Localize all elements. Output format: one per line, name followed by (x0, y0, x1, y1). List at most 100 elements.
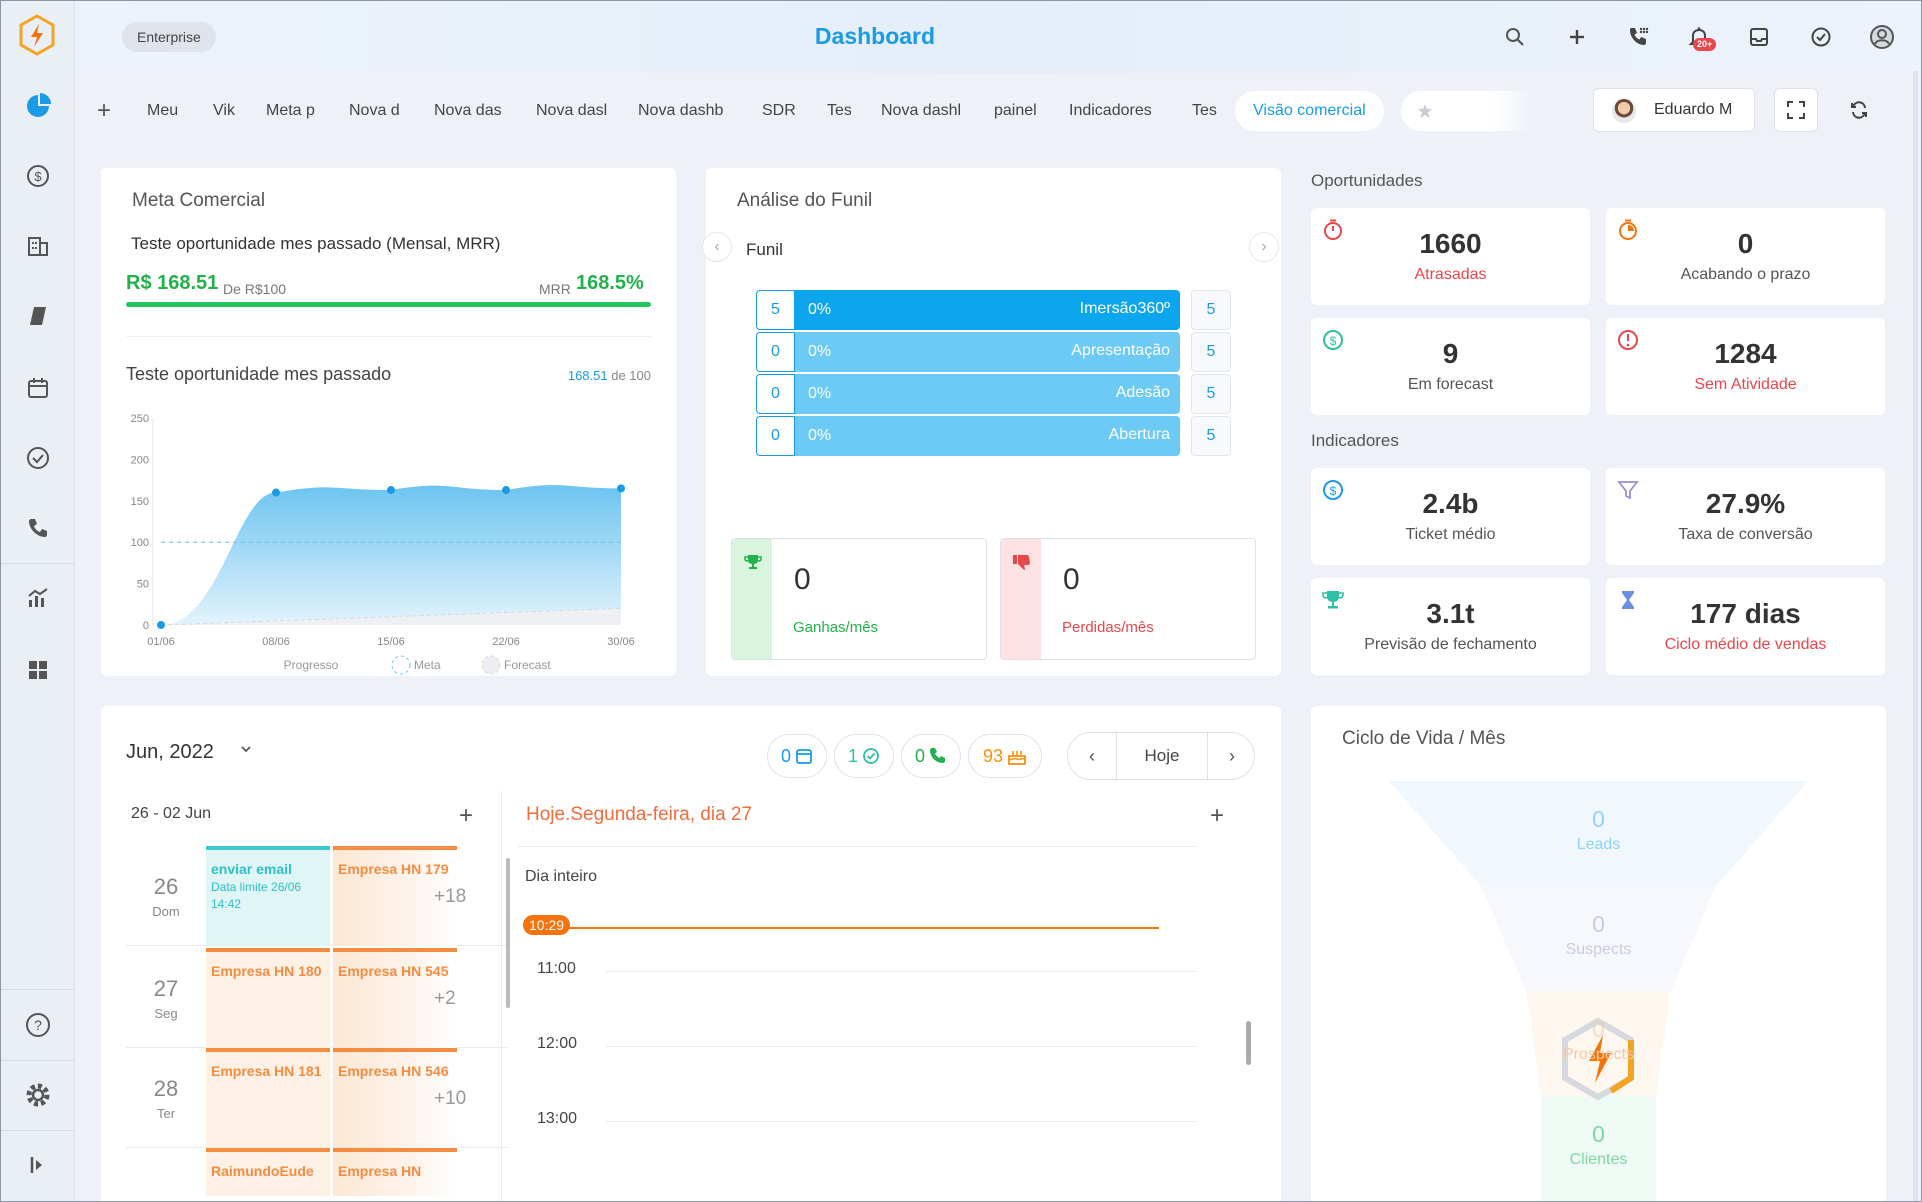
inbox-icon[interactable] (1745, 23, 1773, 51)
user-profile-icon[interactable] (1868, 23, 1896, 51)
tab-item[interactable]: Nova dashl (881, 102, 962, 119)
tasks-count-pill[interactable]: 0 (767, 734, 827, 778)
birthdays-count-pill[interactable]: 93 (968, 734, 1042, 778)
settings-gear-icon[interactable] (23, 1080, 53, 1110)
event-title: Empresa HN 545 (338, 963, 449, 979)
kpi-em-forecast[interactable]: $ 9 Em forecast (1311, 318, 1590, 415)
indicadores-title: Indicadores (1311, 431, 1399, 450)
event-card[interactable]: Empresa HN 545 (333, 948, 457, 1048)
prev-week-button[interactable]: ‹ (1089, 745, 1095, 766)
funnel-stage-row[interactable]: 0 0% Adesão 5 (756, 374, 1231, 414)
funnel-stage-row[interactable]: 0 0% Apresentação 5 (756, 332, 1231, 372)
add-week-event-button[interactable]: + (459, 802, 474, 829)
stage-name: Imersão360º (1079, 300, 1170, 317)
event-card[interactable]: Empresa HN 179 (333, 846, 457, 946)
expand-sidebar-icon[interactable] (23, 1150, 53, 1180)
event-card[interactable]: Empresa HN 180 (206, 948, 330, 1048)
kpi-ciclo-medio[interactable]: 177 dias Ciclo médio de vendas (1606, 578, 1885, 675)
help-icon[interactable]: ? (23, 1010, 53, 1040)
funnel-stage-row[interactable]: 5 0% Imersão360º 5 (756, 290, 1231, 330)
funnel-next-button[interactable]: › (1249, 232, 1279, 262)
tab-item[interactable]: Meu (147, 102, 179, 119)
user-selector-button[interactable]: Eduardo M (1593, 88, 1755, 132)
dialer-phone-icon[interactable] (1625, 23, 1653, 51)
alert-icon (1618, 330, 1638, 350)
more-events-link[interactable]: +2 (434, 988, 456, 1009)
tab-item[interactable]: SDR' (762, 102, 796, 119)
calendar-icon[interactable] (23, 373, 53, 403)
card-title: Análise do Funil (737, 190, 873, 211)
tab-item[interactable]: Nova d (349, 102, 400, 119)
stage-count: 5 (756, 290, 795, 330)
event-card[interactable]: RaimundoEude (206, 1148, 330, 1196)
lost-label: Perdidas/mês (1062, 619, 1154, 636)
add-icon[interactable] (1563, 23, 1591, 51)
week-grid: 26 Dom enviar email Data limite 26/06 14:… (126, 846, 508, 1196)
meta-percentage: 168.5% (576, 272, 644, 294)
x-tick-label: 08/06 (262, 636, 290, 648)
kpi-ticket-medio[interactable]: $ 2.4b Ticket médio (1311, 468, 1590, 565)
meta-comercial-card: Meta Comercial Teste oportunidade mes pa… (101, 168, 676, 676)
event-card[interactable]: Empresa HN 546 (333, 1048, 457, 1148)
dashboard-pie-icon[interactable] (23, 91, 53, 121)
kpi-sem-atividade[interactable]: 1284 Sem Atividade (1606, 318, 1885, 415)
funnel-stage-row[interactable]: 0 0% Abertura 5 (756, 416, 1231, 456)
user-name: Eduardo M (1654, 101, 1733, 118)
tab-item[interactable]: Nova dasl (536, 102, 608, 119)
legend-label: Progresso (284, 658, 339, 672)
sales-dollar-icon[interactable]: $ (23, 161, 53, 191)
month-dropdown-chevron-icon[interactable] (239, 742, 253, 759)
add-day-event-button[interactable]: + (1210, 802, 1225, 829)
tab-item[interactable]: Tes (827, 102, 851, 119)
tasks-check-circle-icon[interactable] (1807, 23, 1835, 51)
more-events-link[interactable]: +10 (434, 1088, 467, 1109)
reports-chart-icon[interactable] (23, 583, 53, 613)
week-scrollbar[interactable] (506, 858, 510, 1008)
kpi-atrasadas[interactable]: 1660 Atrasadas (1311, 208, 1590, 305)
companies-building-icon[interactable] (23, 231, 53, 261)
done-count-pill[interactable]: 1 (834, 734, 894, 778)
tab-item[interactable]: Tes (1192, 102, 1217, 119)
calls-count: 0 (914, 745, 925, 766)
dollar-icon: $ (1323, 480, 1343, 500)
event-title: Empresa HN 180 (211, 963, 322, 979)
more-events-link[interactable]: +18 (434, 886, 467, 907)
page-scrollbar[interactable] (1913, 71, 1918, 1201)
tab-item[interactable]: Nova das (434, 102, 502, 119)
tab-item[interactable]: Indicadores (1069, 102, 1152, 119)
tab-active[interactable]: Visão comercial (1235, 91, 1384, 131)
day-scrollbar[interactable] (1246, 1021, 1251, 1065)
favorites-tab[interactable] (1401, 91, 1531, 131)
calls-phone-icon[interactable] (23, 513, 53, 543)
tab-item[interactable]: Meta p (266, 102, 315, 119)
tab-item[interactable]: Vik (213, 102, 235, 119)
week-range: 26 - 02 Jun (131, 805, 212, 822)
chart-target-value: de 100 (611, 368, 651, 383)
add-dashboard-button[interactable]: + (97, 97, 112, 124)
tasks-check-icon[interactable] (23, 443, 53, 473)
stage-total: 5 (1191, 290, 1231, 330)
kpi-taxa-conversao[interactable]: 27.9% Taxa de conversão (1606, 468, 1885, 565)
funnel-prev-button[interactable]: ‹ (702, 232, 732, 262)
event-card[interactable]: Empresa HN 181 (206, 1048, 330, 1148)
widgets-grid-icon[interactable] (23, 655, 53, 685)
search-icon[interactable] (1501, 23, 1529, 51)
event-card[interactable]: enviar email Data limite 26/06 14:42 (206, 846, 330, 946)
kpi-acabando-prazo[interactable]: 0 Acabando o prazo (1606, 208, 1885, 305)
x-tick-label: 22/06 (492, 636, 520, 648)
sidebar: $ ? (1, 1, 75, 1201)
star-icon (1418, 104, 1432, 118)
next-week-button[interactable]: › (1229, 745, 1235, 766)
fullscreen-button[interactable] (1774, 88, 1818, 132)
tab-item[interactable]: painel (994, 102, 1037, 119)
refresh-button[interactable] (1837, 88, 1881, 132)
calls-count-pill[interactable]: 0 (901, 734, 961, 778)
kpi-previsao-fechamento[interactable]: 3.1t Previsão de fechamento (1311, 578, 1590, 675)
event-card[interactable]: Empresa HN (333, 1148, 457, 1196)
today-button[interactable]: Hoje (1116, 733, 1208, 779)
kpi-label: Sem Atividade (1694, 376, 1797, 393)
contacts-book-icon[interactable] (23, 301, 53, 331)
app-logo-icon[interactable] (17, 13, 57, 57)
tab-item[interactable]: Nova dashb (638, 102, 724, 119)
notifications-bell-icon[interactable]: 20+ (1685, 23, 1717, 51)
